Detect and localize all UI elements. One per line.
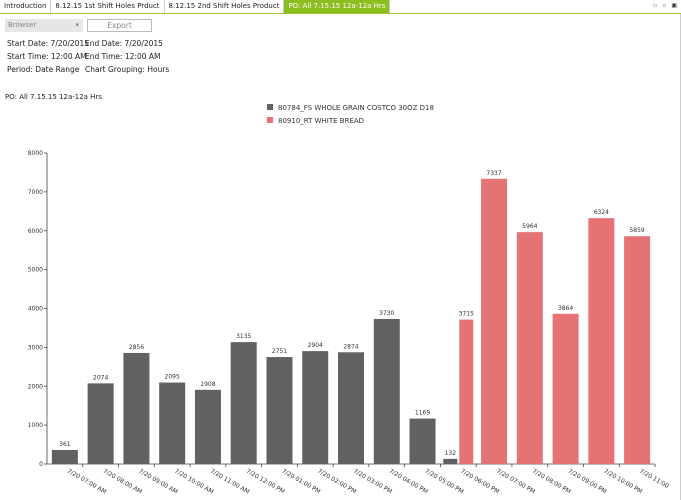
x-tick-label: 7/20 07:00 PM bbox=[495, 468, 536, 496]
x-tick-label: 7/20 06:00 PM bbox=[459, 468, 500, 496]
legend-label: 80784_FS WHOLE GRAIN COSTCO 30OZ D18 bbox=[278, 104, 434, 112]
window-controls: ▫ ▫ ▣ bbox=[653, 2, 677, 9]
bar bbox=[373, 318, 400, 464]
data-label: 1908 bbox=[200, 381, 215, 388]
bar bbox=[516, 232, 543, 464]
legend-swatch bbox=[267, 104, 273, 110]
bar bbox=[338, 352, 364, 464]
x-tick-label: 7/20 09:00 AM bbox=[137, 468, 178, 496]
bar bbox=[459, 319, 474, 464]
x-tick-label: 7/20 08:00 AM bbox=[102, 468, 143, 496]
close-icon[interactable]: ▣ bbox=[671, 2, 677, 9]
data-label: 2904 bbox=[308, 342, 323, 349]
bar bbox=[266, 357, 293, 464]
x-tick-label: 7/20 05:00 PM bbox=[424, 468, 465, 496]
y-tick-label: 6000 bbox=[28, 228, 43, 235]
bar bbox=[230, 342, 257, 464]
end-time: End Time: 12:00 AM bbox=[85, 52, 161, 61]
y-tick-label: 0 bbox=[39, 461, 43, 468]
bar bbox=[51, 449, 78, 464]
data-label: 6324 bbox=[594, 209, 609, 216]
select-value: Browser bbox=[8, 21, 37, 29]
data-label: 132 bbox=[445, 450, 457, 457]
data-label: 2751 bbox=[272, 348, 287, 355]
bar bbox=[87, 383, 114, 464]
x-tick-label: 7/20 12:00 PM bbox=[245, 468, 286, 496]
tab-introduction[interactable]: Introduction bbox=[0, 0, 52, 13]
data-label: 3135 bbox=[236, 333, 251, 340]
x-tick-label: 7/20 08:00 PM bbox=[531, 468, 572, 496]
bar bbox=[409, 418, 436, 464]
data-label: 3864 bbox=[558, 305, 573, 312]
data-label: 5964 bbox=[522, 223, 537, 230]
x-tick-label: 7/20 02:00 PM bbox=[316, 468, 357, 496]
minimize-icon[interactable]: ▫ bbox=[653, 2, 658, 9]
x-tick-label: 7/20 09:00 PM bbox=[567, 468, 608, 496]
x-tick-label: 7/20 11:00 bbox=[638, 468, 670, 490]
data-label: 361 bbox=[59, 441, 71, 448]
output-select[interactable]: Browser ▾ bbox=[5, 19, 83, 32]
po-label: PO: All 7.15.15 12a-12a Hrs bbox=[5, 93, 102, 101]
bar bbox=[552, 313, 579, 464]
data-label: 2074 bbox=[93, 374, 108, 381]
bar bbox=[588, 218, 615, 464]
bar bbox=[443, 458, 458, 464]
tab-1st-shift[interactable]: 8.12.15 1st Shift Holes Prduct bbox=[51, 0, 165, 13]
end-date: End Date: 7/20/2015 bbox=[85, 39, 163, 48]
bar bbox=[302, 351, 329, 464]
x-tick-label: 7/20 10:00 PM bbox=[602, 468, 643, 496]
y-tick-label: 5000 bbox=[28, 267, 43, 274]
data-label: 3715 bbox=[459, 311, 474, 318]
bar bbox=[194, 389, 221, 464]
data-label: 2874 bbox=[343, 343, 358, 350]
data-label: 3730 bbox=[379, 310, 394, 317]
y-tick-label: 1000 bbox=[28, 422, 43, 429]
y-tick-label: 2000 bbox=[28, 383, 43, 390]
data-label: 5859 bbox=[629, 227, 644, 234]
y-tick-label: 3000 bbox=[28, 344, 43, 351]
data-label: 1169 bbox=[415, 410, 430, 417]
period: Period: Date Range bbox=[7, 65, 80, 74]
x-tick-label: 7/20 11:00 AM bbox=[209, 468, 250, 496]
start-time: Start Time: 12:00 AM bbox=[7, 52, 87, 61]
y-tick-label: 4000 bbox=[28, 306, 43, 313]
bar bbox=[123, 352, 150, 464]
restore-icon[interactable]: ▫ bbox=[662, 2, 667, 9]
export-button[interactable]: Export bbox=[87, 19, 152, 32]
bar bbox=[624, 236, 651, 464]
data-label: 7337 bbox=[486, 170, 501, 177]
y-tick-label: 7000 bbox=[28, 189, 43, 196]
legend-label: 80910_RT WHITE BREAD bbox=[278, 117, 364, 125]
tab-bar: Introduction 8.12.15 1st Shift Holes Prd… bbox=[0, 0, 681, 14]
bar bbox=[159, 382, 186, 464]
legend-swatch bbox=[267, 117, 273, 123]
tab-po-all[interactable]: PO: All 7.15.15 12a-12a Hrs bbox=[284, 0, 391, 13]
tab-2nd-shift[interactable]: 8.12.15 2nd Shift Holes Product bbox=[165, 0, 285, 13]
x-tick-label: 7/20 04:00 PM bbox=[388, 468, 429, 496]
bar bbox=[481, 178, 508, 465]
x-tick-label: 7/20 01:00 PM bbox=[280, 468, 321, 496]
y-tick-label: 8000 bbox=[28, 150, 43, 157]
data-label: 2095 bbox=[165, 374, 180, 381]
x-tick-label: 7/20 07:00 AM bbox=[66, 468, 107, 496]
chart-grouping: Chart Grouping: Hours bbox=[85, 65, 170, 74]
chevron-down-icon: ▾ bbox=[75, 21, 79, 29]
data-label: 2856 bbox=[129, 344, 144, 351]
x-tick-label: 7/20 10:00 AM bbox=[173, 468, 214, 496]
start-date: Start Date: 7/20/2015 bbox=[7, 39, 89, 48]
x-tick-label: 7/20 03:00 PM bbox=[352, 468, 393, 496]
